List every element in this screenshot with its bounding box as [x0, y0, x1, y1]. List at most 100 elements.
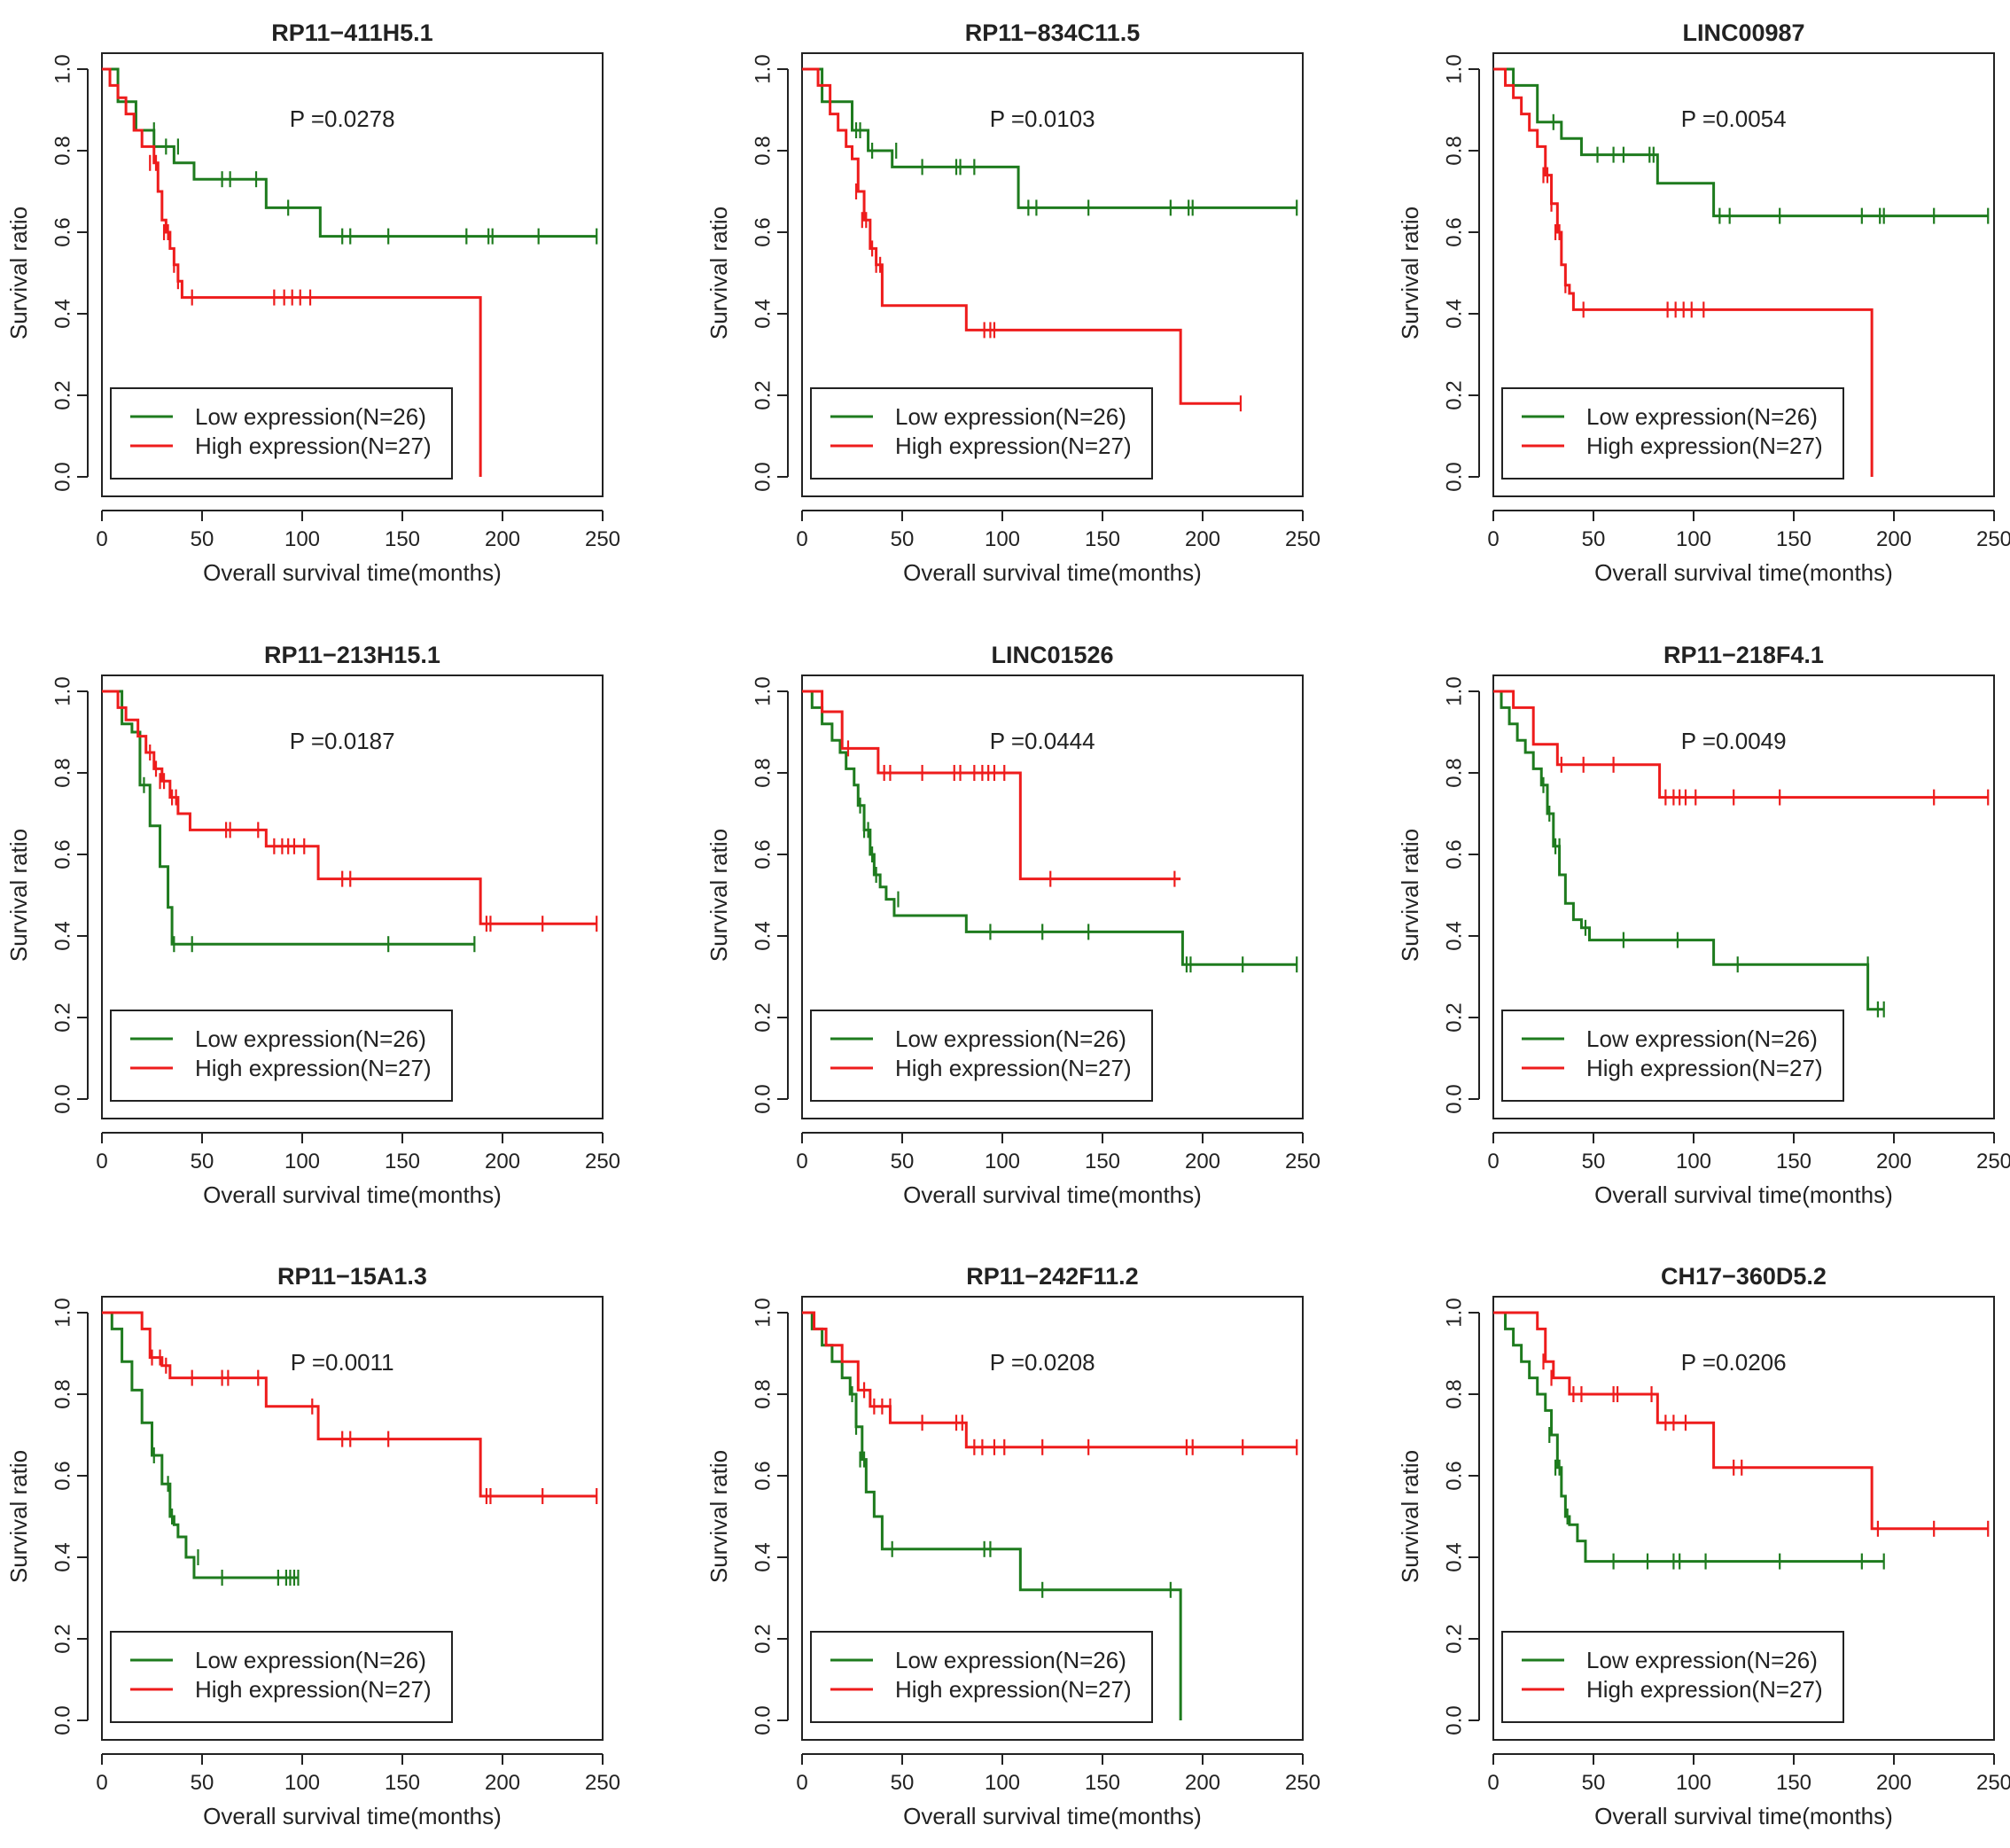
x-tick-label: 200 [1876, 1771, 1912, 1795]
x-tick-label: 50 [1582, 527, 1606, 551]
legend: Low expression(N=26) High expression(N=27… [1501, 1631, 1844, 1723]
x-tick-label: 100 [1676, 1150, 1711, 1174]
y-axis-label: Survival ratio [5, 829, 32, 962]
x-tick-label: 100 [985, 1150, 1020, 1174]
km-panel-3: LINC00987 0 50 100 150 200 250 Overall survival… [1397, 19, 2010, 586]
legend-label: Low expression(N=26) [195, 1647, 426, 1673]
chart-title: RP11−242F11.2 [966, 1263, 1138, 1290]
y-tick-label: 1.0 [752, 1298, 775, 1327]
y-tick-label: 0.4 [51, 299, 75, 328]
x-tick-label: 100 [985, 527, 1020, 551]
legend-box [1501, 1631, 1844, 1723]
y-axis-label: Survival ratio [1397, 207, 1423, 339]
y-tick-label: 0.0 [51, 1705, 75, 1735]
x-tick-label: 100 [1676, 527, 1711, 551]
x-tick-label: 150 [385, 1771, 420, 1795]
legend-box [810, 1631, 1153, 1723]
low-expression-curve [102, 67, 597, 238]
y-tick-label: 0.6 [752, 839, 775, 869]
km-panel-8: RP11−242F11.2 0 50 100 150 200 250 Overall surv… [705, 1263, 1321, 1829]
x-axis-label: Overall survival time(months) [1594, 1803, 1893, 1829]
high-expression-curve [102, 1311, 597, 1498]
y-tick-label: 1.0 [1443, 1298, 1467, 1327]
y-tick-label: 0.2 [51, 1002, 75, 1032]
high-expression-curve [802, 67, 1241, 405]
x-tick-label: 50 [891, 1150, 915, 1174]
p-value-label: P =0.0444 [990, 728, 1095, 754]
y-tick-label: 1.0 [1443, 676, 1467, 706]
y-axis-label: Survival ratio [5, 207, 32, 339]
x-tick-label: 250 [585, 1771, 620, 1795]
x-axis-label: Overall survival time(months) [903, 1181, 1202, 1208]
y-tick-label: 0.6 [51, 839, 75, 869]
p-value-label: P =0.0208 [990, 1349, 1095, 1376]
legend: Low expression(N=26) High expression(N=27… [110, 1631, 453, 1723]
legend-label: Low expression(N=26) [1586, 1647, 1818, 1673]
p-value-label: P =0.0206 [1681, 1349, 1787, 1376]
p-value-label: P =0.0103 [990, 105, 1095, 132]
km-panel-2: RP11−834C11.5 0 50 100 150 200 250 Overall surv… [705, 19, 1321, 586]
legend-label: Low expression(N=26) [195, 1025, 426, 1052]
legend: Low expression(N=26) High expression(N=27… [810, 387, 1153, 480]
x-tick-label: 200 [485, 1150, 520, 1174]
p-value-label: P =0.0278 [290, 105, 395, 132]
legend-label: Low expression(N=26) [895, 403, 1126, 430]
y-tick-label: 0.8 [752, 136, 775, 165]
legend: Low expression(N=26) High expression(N=27… [110, 387, 453, 480]
x-tick-label: 200 [1876, 527, 1912, 551]
x-tick-label: 150 [1085, 1150, 1120, 1174]
low-expression-curve [102, 690, 475, 946]
km-panel-4: RP11−213H15.1 0 50 100 150 200 250 Overall surv… [5, 642, 620, 1208]
y-tick-label: 0.8 [1443, 758, 1467, 787]
legend-label: High expression(N=27) [195, 433, 432, 459]
x-tick-label: 250 [1285, 1771, 1321, 1795]
legend-label: Low expression(N=26) [1586, 403, 1818, 430]
y-tick-label: 0.6 [1443, 1461, 1467, 1490]
km-panel-7: RP11−15A1.3 0 50 100 150 200 250 Overall surviv… [5, 1263, 620, 1829]
chart-title: RP11−834C11.5 [965, 19, 1140, 46]
x-tick-label: 50 [191, 1150, 214, 1174]
x-tick-label: 0 [96, 1771, 107, 1795]
y-axis-label: Survival ratio [705, 829, 732, 962]
x-tick-label: 250 [1285, 527, 1321, 551]
high-expression-curve [102, 690, 597, 925]
legend: Low expression(N=26) High expression(N=27… [1501, 387, 1844, 480]
high-expression-curve [802, 690, 1181, 881]
x-tick-label: 100 [284, 527, 320, 551]
x-tick-label: 150 [385, 527, 420, 551]
y-tick-label: 1.0 [752, 54, 775, 83]
legend-label: High expression(N=27) [895, 1676, 1132, 1703]
chart-title: RP11−218F4.1 [1663, 642, 1824, 668]
x-axis-label: Overall survival time(months) [203, 1181, 502, 1208]
y-tick-label: 0.0 [752, 1705, 775, 1735]
y-tick-label: 0.2 [1443, 1002, 1467, 1032]
y-tick-label: 0.6 [752, 217, 775, 246]
legend-box [110, 1631, 453, 1723]
legend: Low expression(N=26) High expression(N=27… [810, 1010, 1153, 1102]
y-tick-label: 0.4 [51, 1542, 75, 1571]
high-expression-curve [1493, 67, 1874, 477]
legend-label: High expression(N=27) [895, 433, 1132, 459]
y-tick-label: 0.6 [1443, 217, 1467, 246]
y-tick-label: 0.8 [51, 136, 75, 165]
legend-label: Low expression(N=26) [1586, 1025, 1818, 1052]
high-expression-curve [102, 67, 482, 477]
y-tick-label: 1.0 [51, 1298, 75, 1327]
x-tick-label: 50 [1582, 1150, 1606, 1174]
x-tick-label: 200 [1185, 527, 1220, 551]
high-expression-curve [1493, 690, 1989, 799]
x-tick-label: 250 [1285, 1150, 1321, 1174]
x-tick-label: 50 [1582, 1771, 1606, 1795]
p-value-label: P =0.0011 [291, 1349, 394, 1376]
km-panel-6: RP11−218F4.1 0 50 100 150 200 250 Overall survi… [1397, 642, 2010, 1208]
y-tick-label: 0.0 [752, 462, 775, 491]
plot-frame [801, 674, 1304, 1119]
x-tick-label: 200 [1185, 1771, 1220, 1795]
x-axis-label: Overall survival time(months) [1594, 1181, 1893, 1208]
legend-box [810, 1010, 1153, 1102]
plot-frame [101, 1296, 604, 1741]
y-tick-label: 0.0 [1443, 1705, 1467, 1735]
x-tick-label: 200 [485, 527, 520, 551]
y-tick-label: 1.0 [51, 54, 75, 83]
